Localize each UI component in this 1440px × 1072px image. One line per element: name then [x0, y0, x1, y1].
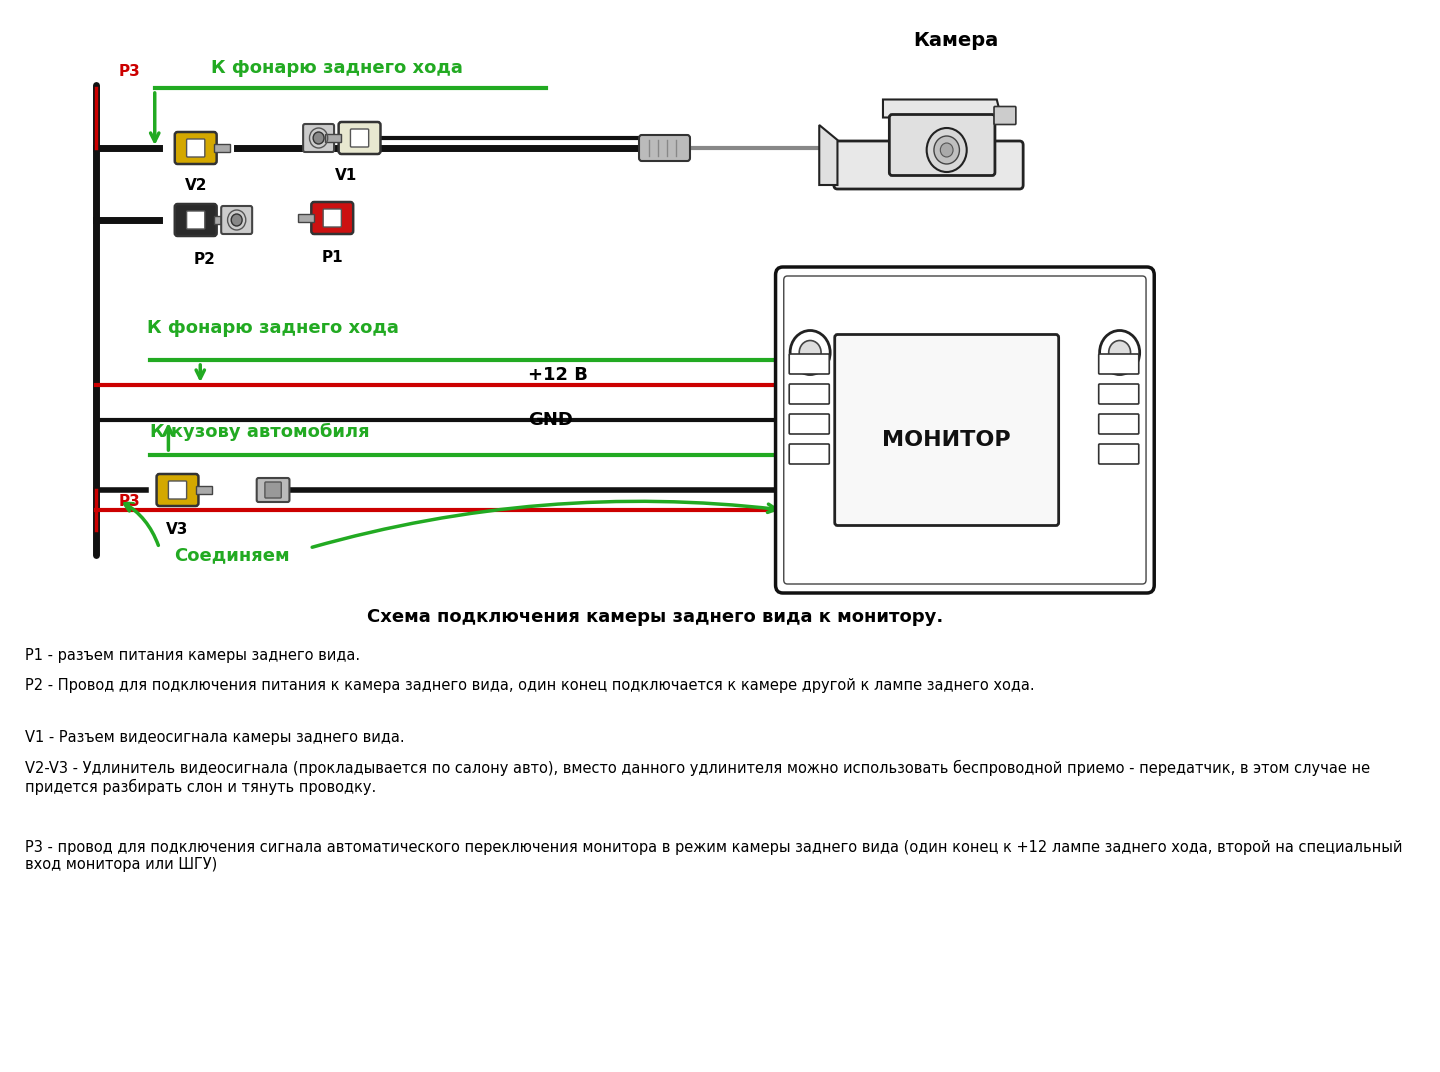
FancyBboxPatch shape — [311, 202, 353, 234]
Circle shape — [312, 132, 324, 144]
Text: P1 - разъем питания камеры заднего вида.: P1 - разъем питания камеры заднего вида. — [26, 647, 360, 662]
Text: P1: P1 — [321, 251, 343, 266]
FancyBboxPatch shape — [350, 129, 369, 147]
Text: V1 - Разъем видеосигнала камеры заднего вида.: V1 - Разъем видеосигнала камеры заднего … — [26, 730, 405, 745]
FancyBboxPatch shape — [639, 135, 690, 161]
Bar — [215, 144, 230, 152]
Text: К фонарю заднего хода: К фонарю заднего хода — [210, 59, 462, 77]
Circle shape — [940, 143, 953, 157]
Text: P2: P2 — [194, 253, 216, 268]
Text: P2 - Провод для подключения питания к камера заднего вида, один конец подключает: P2 - Провод для подключения питания к ка… — [26, 678, 1035, 693]
FancyBboxPatch shape — [168, 481, 187, 498]
Text: Камера: Камера — [913, 30, 998, 49]
Bar — [325, 134, 341, 142]
Text: P3: P3 — [118, 494, 140, 509]
Text: GND: GND — [528, 411, 573, 429]
Bar — [196, 486, 212, 494]
FancyBboxPatch shape — [1099, 354, 1139, 374]
FancyBboxPatch shape — [1099, 384, 1139, 404]
Circle shape — [935, 136, 959, 164]
FancyBboxPatch shape — [323, 209, 341, 227]
Bar — [298, 214, 314, 222]
Text: V2: V2 — [184, 179, 207, 194]
Circle shape — [791, 330, 831, 374]
FancyBboxPatch shape — [834, 142, 1024, 189]
FancyBboxPatch shape — [789, 444, 829, 464]
Circle shape — [1109, 341, 1130, 364]
Circle shape — [1100, 330, 1139, 374]
Circle shape — [927, 128, 966, 172]
FancyBboxPatch shape — [789, 354, 829, 374]
FancyBboxPatch shape — [1099, 414, 1139, 434]
FancyBboxPatch shape — [890, 115, 995, 176]
Text: V2-V3 - Удлинитель видеосигнала (прокладывается по салону авто), вместо данного : V2-V3 - Удлинитель видеосигнала (проклад… — [26, 760, 1371, 795]
Polygon shape — [883, 100, 1001, 118]
Text: МОНИТОР: МОНИТОР — [883, 430, 1011, 450]
Polygon shape — [819, 125, 838, 185]
Circle shape — [232, 214, 242, 226]
Text: V3: V3 — [166, 522, 189, 537]
Text: P3: P3 — [118, 64, 140, 79]
FancyBboxPatch shape — [157, 474, 199, 506]
FancyBboxPatch shape — [174, 132, 216, 164]
FancyBboxPatch shape — [776, 267, 1155, 593]
FancyBboxPatch shape — [994, 106, 1015, 124]
FancyBboxPatch shape — [304, 124, 334, 152]
FancyBboxPatch shape — [187, 139, 204, 157]
Text: Р3 - провод для подключения сигнала автоматического переключения монитора в режи: Р3 - провод для подключения сигнала авто… — [26, 840, 1403, 873]
Circle shape — [799, 341, 821, 364]
Bar — [215, 215, 230, 224]
FancyBboxPatch shape — [1099, 444, 1139, 464]
FancyBboxPatch shape — [338, 122, 380, 154]
Text: Соединяем: Соединяем — [174, 546, 289, 564]
Text: К фонарю заднего хода: К фонарю заднего хода — [147, 319, 399, 337]
FancyBboxPatch shape — [174, 204, 216, 236]
FancyBboxPatch shape — [222, 206, 252, 234]
FancyBboxPatch shape — [187, 211, 204, 229]
FancyBboxPatch shape — [789, 384, 829, 404]
FancyBboxPatch shape — [835, 334, 1058, 525]
FancyBboxPatch shape — [265, 482, 281, 498]
FancyBboxPatch shape — [256, 478, 289, 502]
FancyBboxPatch shape — [789, 414, 829, 434]
Text: К кузову автомобиля: К кузову автомобиля — [150, 423, 369, 441]
Text: Схема подключения камеры заднего вида к монитору.: Схема подключения камеры заднего вида к … — [367, 608, 943, 626]
Text: V1: V1 — [334, 168, 357, 183]
Text: +12 В: +12 В — [528, 366, 588, 384]
